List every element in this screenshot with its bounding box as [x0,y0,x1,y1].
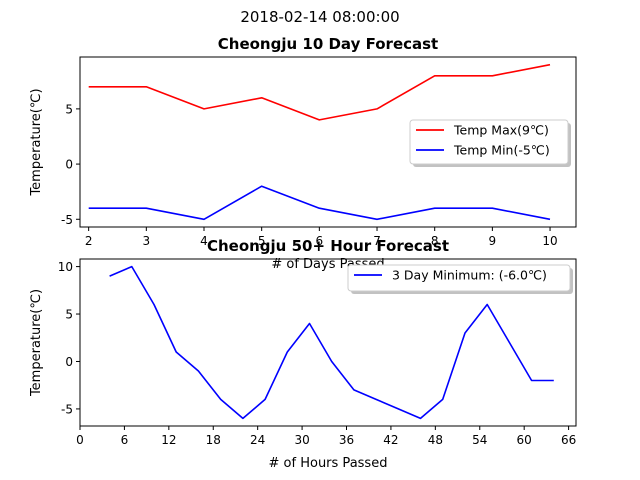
x-tick-label: 6 [316,234,324,248]
legend-box [347,264,571,292]
x-tick-label: 54 [472,433,487,447]
y-tick-label: 10 [58,260,73,274]
x-tick-label: 4 [200,234,208,248]
axes-frame [79,258,577,427]
x-tick-label: 36 [339,433,354,447]
y-tick-label: -5 [61,402,73,416]
chart-title: Cheongju 50+ Hour Forecast [207,237,449,255]
y-axis-label: Temperature(℃) [29,289,44,397]
x-tick-label: 9 [489,234,497,248]
legend-label-0: Temp Max(9℃) [453,123,549,138]
x-tick-label: 12 [161,433,176,447]
chart-title: Cheongju 10 Day Forecast [218,35,438,53]
legend-label-0: 3 Day Minimum: (-6.0℃) [392,268,547,283]
y-tick-label: 5 [65,308,73,322]
x-tick-label: 30 [294,433,309,447]
x-tick-label: 66 [561,433,576,447]
x-tick-label: 2 [85,234,93,248]
chart-10-day-forecast: 2 3 4 5 6 7 8 9 10-505# of Days PassedTemperatur… [29,35,577,272]
figure-suptitle: 2018-02-14 08:00:00 [240,8,399,26]
x-tick-label: 60 [517,433,532,447]
x-tick-label: 3 [143,234,151,248]
x-tick-label: 18 [206,433,221,447]
series-line-0 [109,265,554,420]
legend-label-1: Temp Min(-5℃) [453,143,550,158]
x-tick-label: 5 [258,234,266,248]
y-tick-label: 5 [65,102,73,116]
x-tick-label: 10 [542,234,557,248]
x-axis-label: # of Hours Passed [269,456,388,471]
x-tick-label: 42 [383,433,398,447]
x-tick-label: 24 [250,433,265,447]
x-tick-label: 8 [431,234,439,248]
y-tick-label: 0 [65,158,73,172]
axes-frame [79,56,577,228]
series-line-0 [88,63,551,121]
legend-box [409,119,569,165]
x-tick-label: 0 [76,433,84,447]
x-tick-label: 6 [121,433,129,447]
x-tick-label: 7 [373,234,381,248]
series-line-1 [88,185,551,221]
x-tick-label: 48 [428,433,443,447]
y-tick-label: -5 [61,213,73,227]
y-axis-label: Temperature(℃) [29,88,44,196]
y-tick-label: 0 [65,355,73,369]
